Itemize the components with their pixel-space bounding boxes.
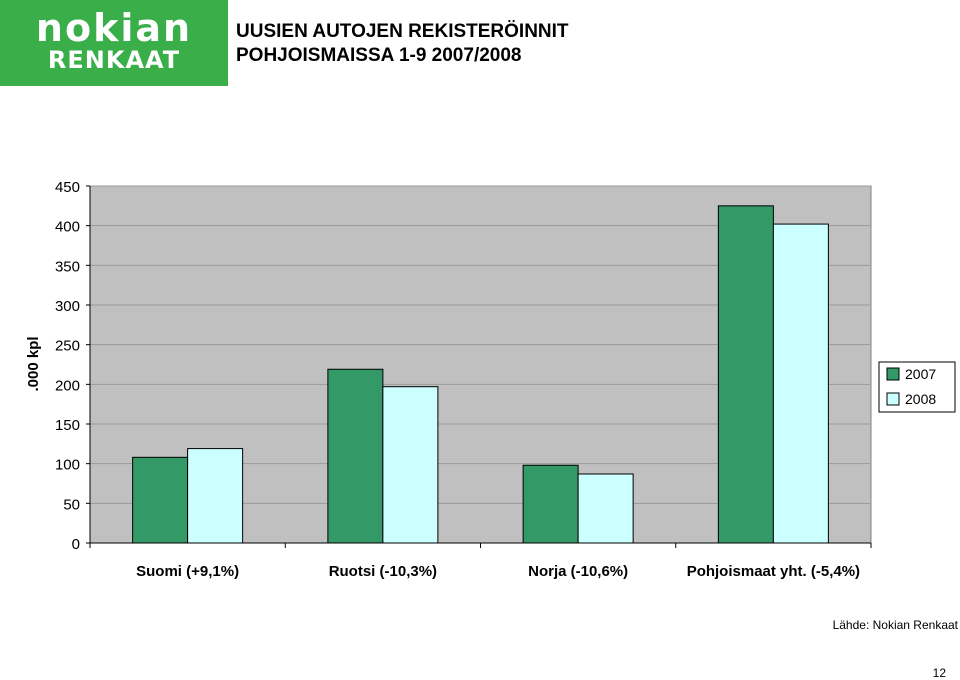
nokian-renkaat-logo: nokian RENKAAT (0, 0, 228, 86)
chart-title-line2: POHJOISMAISSA 1-9 2007/2008 (236, 45, 522, 66)
bar-2007 (717, 205, 774, 544)
bar-2008 (772, 223, 829, 544)
y-tick-label: 100 (55, 457, 80, 474)
source-note: Lähde: Nokian Renkaat (832, 618, 958, 632)
logo-wordmark-nokian: nokian (35, 6, 193, 50)
legend-swatch-2007 (886, 367, 900, 381)
bar-2008 (382, 386, 439, 544)
y-tick-label: 350 (55, 258, 80, 275)
legend-swatch-2008 (886, 392, 900, 406)
y-tick-label: 400 (55, 219, 80, 236)
y-axis-label: .000 kpl (25, 336, 42, 391)
y-tick-label: 50 (63, 496, 80, 513)
y-tick-label: 300 (55, 298, 80, 315)
chart-title-line1: UUSIEN AUTOJEN REKISTERÖINNIT (236, 21, 569, 42)
bar-2007 (522, 464, 579, 544)
bar-2008 (187, 448, 244, 544)
bar-2007 (327, 368, 384, 544)
x-tick-label: Ruotsi (-10,3%) (329, 563, 437, 580)
bar-chart: 0 50 100 150 200 250 300 350 400 450 Suomi (+9,1%)… (25, 179, 956, 580)
y-tick-label: 150 (55, 417, 80, 434)
y-tick-label: 450 (55, 179, 80, 196)
logo-wordmark-renkaat: RENKAAT (47, 46, 181, 74)
bar-2008 (577, 473, 634, 544)
page-number: 12 (932, 666, 946, 680)
bar-2007 (132, 456, 189, 544)
legend-label-2008: 2008 (905, 391, 936, 407)
legend-label-2007: 2007 (905, 366, 936, 382)
x-tick-label: Pohjoismaat yht. (-5,4%) (687, 563, 860, 580)
chart-title: UUSIEN AUTOJEN REKISTERÖINNIT POHJOISMAI… (236, 20, 569, 68)
x-tick-label: Norja (-10,6%) (528, 563, 628, 580)
y-tick-label: 0 (72, 536, 80, 553)
y-tick-label: 250 (55, 338, 80, 355)
y-tick-label: 200 (55, 377, 80, 394)
x-tick-label: Suomi (+9,1%) (136, 563, 239, 580)
